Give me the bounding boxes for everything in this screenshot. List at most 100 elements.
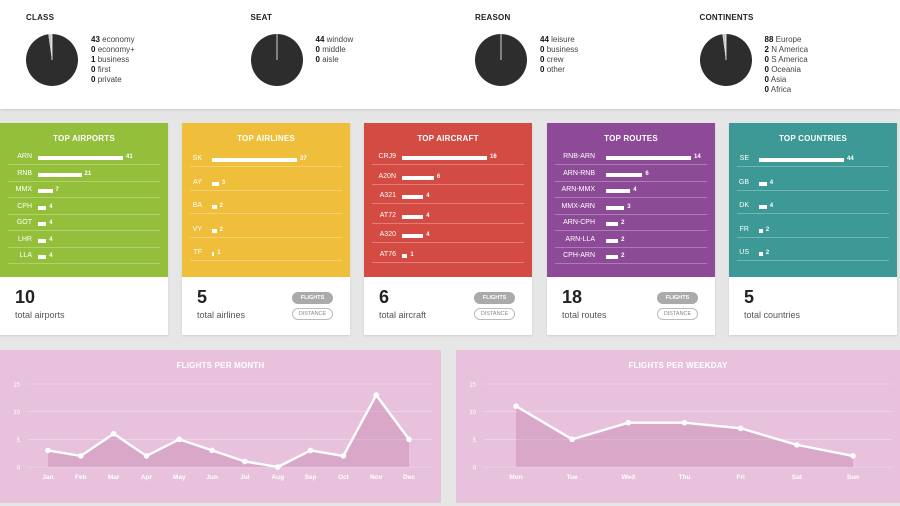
data-point-wed[interactable] <box>625 419 632 426</box>
bar-row-mmx-arn[interactable]: MMX-ARN 3 <box>555 201 707 215</box>
bar-row-cph[interactable]: CPH 4 <box>8 201 160 215</box>
bar-row-sk[interactable]: SK 37 <box>190 153 342 167</box>
total-label: total airports <box>15 310 65 320</box>
data-point-nov[interactable] <box>373 392 379 398</box>
bar-row-lla[interactable]: LLA 4 <box>8 250 160 264</box>
data-point-tue[interactable] <box>569 436 575 443</box>
card-header: TOP COUNTRIES SE 44 GB 4 DK 4 FR 2 US 2 <box>729 123 897 277</box>
bar <box>606 238 619 243</box>
bar-row-cph-arn[interactable]: CPH-ARN 2 <box>555 250 707 264</box>
y-tick-label: 15 <box>13 383 20 389</box>
bar-label: CPH-ARN <box>563 252 595 259</box>
distance-toggle-button[interactable]: DISTANCE <box>292 308 333 320</box>
bar-label: SE <box>739 155 749 162</box>
data-point-sun[interactable] <box>850 453 856 459</box>
distance-toggle-button[interactable]: DISTANCE <box>474 308 515 320</box>
bar <box>402 214 424 219</box>
x-tick-label: Jul <box>240 474 250 481</box>
bar <box>759 252 763 256</box>
bar <box>38 222 47 226</box>
bar-row-arn-lla[interactable]: ARN-LLA 2 <box>555 234 707 248</box>
total-count: 6 <box>379 287 390 307</box>
bar-value: 2 <box>765 250 770 256</box>
data-point-jul[interactable] <box>242 458 248 465</box>
bar-row-ay[interactable]: AY 3 <box>190 177 342 191</box>
data-point-fri[interactable] <box>737 425 744 432</box>
data-point-jun[interactable] <box>209 447 215 454</box>
data-point-apr[interactable] <box>143 453 150 459</box>
bar-row-us[interactable]: US 2 <box>737 247 889 261</box>
distance-toggle-button[interactable]: DISTANCE <box>657 308 698 320</box>
bar <box>606 255 619 259</box>
flights-toggle-button[interactable]: FLIGHTS <box>292 292 333 304</box>
legend-label: economy+ <box>97 45 135 54</box>
bar-value: 44 <box>847 156 854 162</box>
legend-label: economy <box>102 35 135 44</box>
data-point-aug[interactable] <box>274 464 281 470</box>
legend-item: 0 Oceania <box>765 65 809 75</box>
data-point-sep[interactable] <box>307 447 314 454</box>
bar-row-lhr[interactable]: LHR 4 <box>8 234 160 248</box>
bar-row-gb[interactable]: GB 4 <box>737 177 889 191</box>
legend-label: private <box>97 75 122 84</box>
bar-row-at72[interactable]: AT72 4 <box>372 210 524 224</box>
legend-item: 0 other <box>540 65 578 75</box>
bar-row-dk[interactable]: DK 4 <box>737 200 889 214</box>
bar-row-fr[interactable]: FR 2 <box>737 224 889 238</box>
x-tick-label: Sun <box>847 474 859 481</box>
y-tick-label: 10 <box>469 410 476 416</box>
bar-row-arn-rnb[interactable]: ARN-RNB 6 <box>555 168 707 182</box>
bar-row-rnb[interactable]: RNB 21 <box>8 168 160 182</box>
bar-value: 4 <box>426 193 430 199</box>
bar-row-se[interactable]: SE 44 <box>737 153 889 167</box>
bar <box>38 189 53 193</box>
flights-toggle-button[interactable]: FLIGHTS <box>657 292 698 304</box>
bar-row-mmx[interactable]: MMX 7 <box>8 184 160 198</box>
legend-item: 0 crew <box>540 55 578 65</box>
bar-row-vy[interactable]: VY 2 <box>190 224 342 238</box>
data-point-mar[interactable] <box>110 431 117 437</box>
x-tick-label: Dec <box>403 474 415 481</box>
legend-count: 0 <box>315 55 320 64</box>
flights-toggle-button[interactable]: FLIGHTS <box>474 292 515 304</box>
bar-row-at76[interactable]: AT76 1 <box>372 249 524 263</box>
chart-flights-per-month: FLIGHTS PER MONTH 0 5 10 15 Jan Feb Mar Apr May Ju… <box>0 350 441 503</box>
bar-row-got[interactable]: GOT 4 <box>8 217 160 231</box>
data-point-may[interactable] <box>176 436 183 443</box>
bar-row-a321[interactable]: A321 4 <box>372 190 524 204</box>
bar-label: A20N <box>378 172 396 180</box>
data-point-mon[interactable] <box>513 403 519 409</box>
bar-row-a320[interactable]: A320 4 <box>372 229 524 243</box>
bar-label: ARN-RNB <box>563 169 595 177</box>
data-point-feb[interactable] <box>78 453 84 459</box>
bar-label: MMX-ARN <box>561 202 595 210</box>
data-point-thu[interactable] <box>681 419 688 426</box>
bar-value: 21 <box>84 170 92 177</box>
bar-value: 2 <box>219 226 223 233</box>
total-count: 5 <box>744 287 755 307</box>
bar-row-rnb-arn[interactable]: RNB-ARN 14 <box>555 151 707 165</box>
bar-row-ba[interactable]: BA 2 <box>190 200 342 214</box>
bar-row-arn-mmx[interactable]: ARN-MMX 4 <box>555 184 707 198</box>
bar-row-tf[interactable]: TF 1 <box>190 247 342 261</box>
bar-row-arn-cph[interactable]: ARN-CPH 2 <box>555 217 707 231</box>
legend-count: 0 <box>764 65 769 74</box>
bar <box>402 175 434 180</box>
bar <box>606 205 625 210</box>
card-title: TOP AIRLINES <box>237 134 295 143</box>
data-point-sat[interactable] <box>794 442 800 448</box>
summary-title: REASON <box>475 13 511 22</box>
bar-row-a20n[interactable]: A20N 6 <box>372 171 524 185</box>
bar <box>402 234 424 238</box>
bar-label: FR <box>739 225 749 233</box>
bar-row-crj9[interactable]: CRJ9 16 <box>372 151 524 165</box>
bar-value: 2 <box>765 226 770 233</box>
bar-value: 4 <box>426 232 430 238</box>
summary-pie-chart <box>475 34 527 86</box>
data-point-dec[interactable] <box>406 436 412 443</box>
bar-row-arn[interactable]: ARN 41 <box>8 151 160 165</box>
data-point-oct[interactable] <box>340 453 347 459</box>
data-point-jan[interactable] <box>45 447 51 454</box>
bar-value: 6 <box>645 170 649 177</box>
chart-flights-per-weekday: FLIGHTS PER WEEKDAY 0 5 10 15 Mon Tue Wed Thu Fri… <box>456 350 900 503</box>
